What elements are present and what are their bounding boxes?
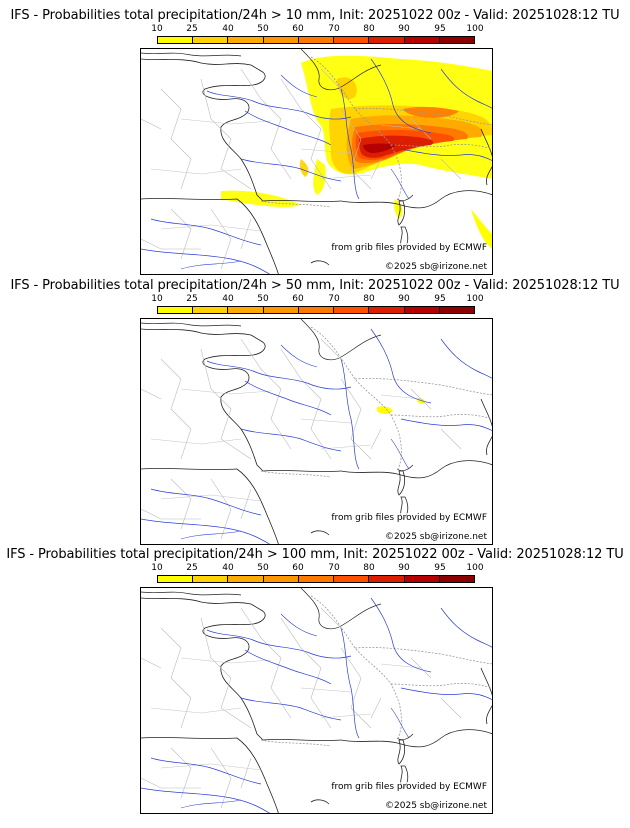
panel-title: IFS - Probabilities total precipitation/… [6, 547, 624, 562]
panel-title: IFS - Probabilities total precipitation/… [10, 8, 620, 23]
legend-tick: 80 [363, 563, 375, 573]
copyright-text: ©2025 sb@irizone.net [385, 532, 487, 542]
precip-overlay [221, 55, 492, 249]
legend-tick: 95 [434, 24, 446, 34]
color-swatch [439, 576, 474, 582]
panel-gt50mm: IFS - Probabilities total precipitation/… [0, 278, 630, 546]
map-frame: from grib files provided by ECMWF ©2025 … [140, 587, 493, 814]
color-swatch [334, 576, 370, 582]
legend-tick: 90 [398, 563, 410, 573]
copyright-text: ©2025 sb@irizone.net [385, 262, 487, 272]
legend-tick: 70 [328, 563, 340, 573]
color-swatch [193, 576, 229, 582]
legend-tick: 50 [257, 563, 269, 573]
legend-tick: 40 [222, 563, 234, 573]
legend-tick: 40 [222, 294, 234, 304]
legend-tick: 100 [466, 294, 484, 304]
color-swatch [158, 576, 194, 582]
color-swatch [298, 307, 335, 313]
color-swatch [404, 576, 440, 582]
color-swatch [298, 576, 335, 582]
legend-tick: 50 [257, 294, 269, 304]
color-swatch [334, 307, 370, 313]
source-credit: from grib files provided by ECMWF [331, 243, 487, 253]
legend-tick: 50 [257, 24, 269, 34]
source-credit: from grib files provided by ECMWF [331, 782, 487, 792]
legend-tick: 25 [186, 563, 198, 573]
source-credit: from grib files provided by ECMWF [331, 513, 487, 523]
legend-tick: 60 [292, 563, 304, 573]
color-swatch [228, 307, 264, 313]
map-svg [141, 319, 492, 544]
color-swatch [228, 576, 264, 582]
color-scale [157, 36, 475, 44]
legend-tick: 80 [363, 294, 375, 304]
color-swatch [369, 576, 405, 582]
color-swatch [158, 307, 194, 313]
legend-tick: 10 [151, 24, 163, 34]
color-scale [157, 575, 475, 583]
legend-tick: 95 [434, 563, 446, 573]
legend-tick: 25 [186, 24, 198, 34]
color-swatch [263, 37, 299, 43]
legend-ticks: 10 25 40 50 60 70 80 90 95 100 [140, 294, 484, 305]
legend-tick: 70 [328, 24, 340, 34]
color-swatch [193, 37, 229, 43]
color-swatch [263, 307, 299, 313]
color-swatch [439, 307, 474, 313]
legend-tick: 40 [222, 24, 234, 34]
map-frame: from grib files provided by ECMWF ©2025 … [140, 318, 493, 545]
color-swatch [263, 576, 299, 582]
legend-ticks: 10 25 40 50 60 70 80 90 95 100 [140, 24, 484, 35]
map-svg [141, 588, 492, 813]
color-swatch [369, 307, 405, 313]
legend-tick: 80 [363, 24, 375, 34]
color-swatch [334, 37, 370, 43]
color-swatch [298, 37, 335, 43]
legend-tick: 60 [292, 294, 304, 304]
color-scale [157, 306, 475, 314]
legend-ticks: 10 25 40 50 60 70 80 90 95 100 [140, 563, 484, 574]
legend-tick: 100 [466, 563, 484, 573]
color-swatch [228, 37, 264, 43]
color-swatch [404, 307, 440, 313]
legend-tick: 10 [151, 294, 163, 304]
panel-title: IFS - Probabilities total precipitation/… [10, 278, 620, 293]
color-swatch [439, 37, 474, 43]
legend-tick: 100 [466, 24, 484, 34]
legend-tick: 90 [398, 294, 410, 304]
panel-gt10mm: IFS - Probabilities total precipitation/… [0, 8, 630, 276]
map-svg [141, 49, 492, 274]
copyright-text: ©2025 sb@irizone.net [385, 801, 487, 811]
color-swatch [193, 307, 229, 313]
legend-tick: 25 [186, 294, 198, 304]
legend-tick: 90 [398, 24, 410, 34]
panel-gt100mm: IFS - Probabilities total precipitation/… [0, 547, 630, 815]
precip-overlay [377, 398, 425, 414]
color-swatch [158, 37, 194, 43]
legend-tick: 10 [151, 563, 163, 573]
legend-tick: 95 [434, 294, 446, 304]
color-swatch [404, 37, 440, 43]
legend-tick: 70 [328, 294, 340, 304]
map-frame: from grib files provided by ECMWF ©2025 … [140, 48, 493, 275]
legend-tick: 60 [292, 24, 304, 34]
color-swatch [369, 37, 405, 43]
